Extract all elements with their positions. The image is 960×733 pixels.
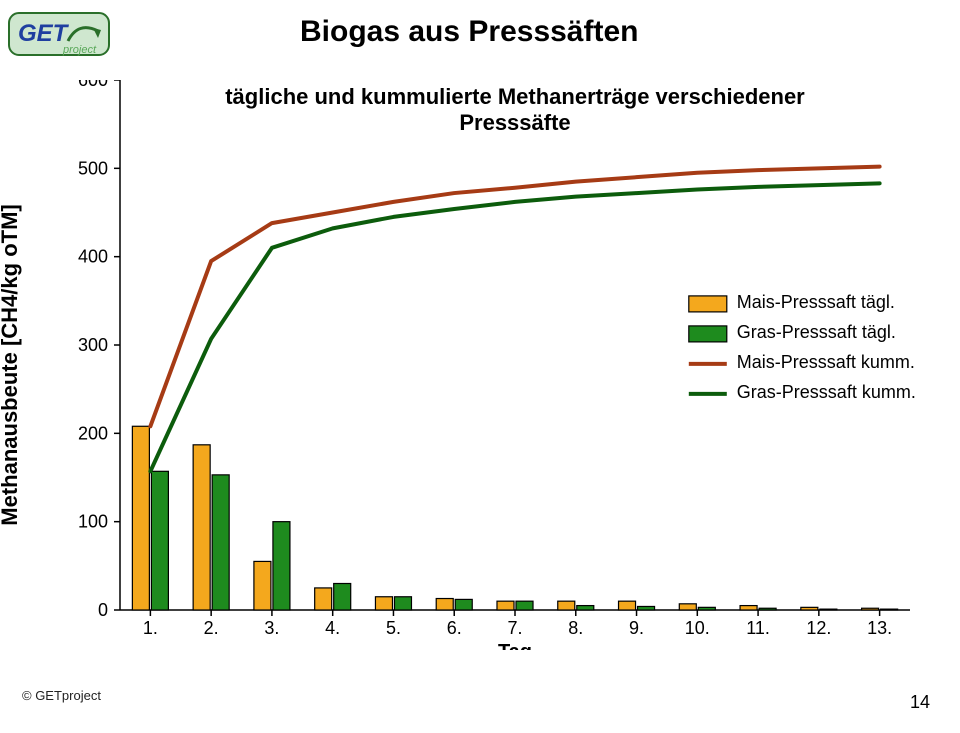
bar-mais: [436, 599, 453, 610]
bar-mais: [193, 445, 210, 610]
y-tick-label: 200: [78, 423, 108, 443]
legend-label: Gras-Presssaft kumm.: [737, 382, 916, 402]
bar-mais: [558, 601, 575, 610]
bar-mais: [619, 601, 636, 610]
bar-mais: [132, 426, 149, 610]
bar-gras: [212, 475, 229, 610]
bar-gras: [759, 608, 776, 610]
x-tick-label: 6.: [447, 618, 462, 638]
bar-gras: [455, 599, 472, 610]
bar-gras: [273, 522, 290, 610]
logo-sub-text: project: [62, 44, 97, 56]
x-tick-label: 13.: [867, 618, 892, 638]
x-tick-label: 11.: [746, 618, 770, 638]
bar-mais: [497, 601, 514, 610]
x-tick-label: 12.: [806, 618, 831, 638]
x-tick-label: 3.: [264, 618, 279, 638]
page-number: 14: [910, 692, 930, 713]
chart-subtitle-1: tägliche und kummulierte Methanerträge v…: [225, 84, 805, 109]
y-tick-label: 300: [78, 335, 108, 355]
page-title: Biogas aus Presssäften: [300, 15, 638, 49]
bar-mais: [254, 561, 271, 610]
bar-gras: [151, 471, 168, 610]
chart-container: Methanausbeute [CH4/kg oTM] tägliche und…: [20, 80, 940, 650]
bar-gras: [820, 609, 837, 610]
bar-gras: [698, 607, 715, 610]
bar-mais: [740, 606, 757, 610]
logo: GET project: [8, 8, 113, 68]
bar-mais: [315, 588, 332, 610]
logo-main-text: GET: [18, 20, 70, 47]
y-tick-label: 100: [78, 512, 108, 532]
legend-label: Mais-Presssaft tägl.: [737, 292, 895, 312]
legend-label: Gras-Presssaft tägl.: [737, 322, 896, 342]
x-tick-label: 9.: [629, 618, 644, 638]
bar-gras: [516, 601, 533, 610]
bar-mais: [862, 608, 879, 610]
y-tick-label: 600: [78, 80, 108, 90]
legend-swatch: [689, 296, 727, 312]
legend-label: Mais-Presssaft kumm.: [737, 352, 915, 372]
x-tick-label: 7.: [507, 618, 522, 638]
x-tick-label: 5.: [386, 618, 401, 638]
bar-mais: [375, 597, 392, 610]
y-tick-label: 500: [78, 158, 108, 178]
y-tick-label: 400: [78, 247, 108, 267]
bar-gras: [881, 609, 898, 610]
bar-mais: [679, 604, 696, 610]
copyright: © GETproject: [22, 688, 101, 703]
x-tick-label: 1.: [143, 618, 158, 638]
bar-gras: [394, 597, 411, 610]
x-tick-label: 10.: [685, 618, 710, 638]
bar-gras: [577, 606, 594, 610]
y-tick-label: 0: [98, 600, 108, 620]
bar-gras: [638, 606, 655, 610]
x-tick-label: 2.: [204, 618, 219, 638]
x-tick-label: 8.: [568, 618, 583, 638]
bar-gras: [334, 584, 351, 611]
x-tick-label: 4.: [325, 618, 340, 638]
bar-mais: [801, 607, 818, 610]
chart-svg: tägliche und kummulierte Methanerträge v…: [20, 80, 940, 650]
chart-subtitle-2: Presssäfte: [459, 110, 570, 135]
legend-swatch: [689, 326, 727, 342]
y-axis-label: Methanausbeute [CH4/kg oTM]: [0, 204, 23, 525]
x-axis-label: Tag: [498, 641, 532, 650]
